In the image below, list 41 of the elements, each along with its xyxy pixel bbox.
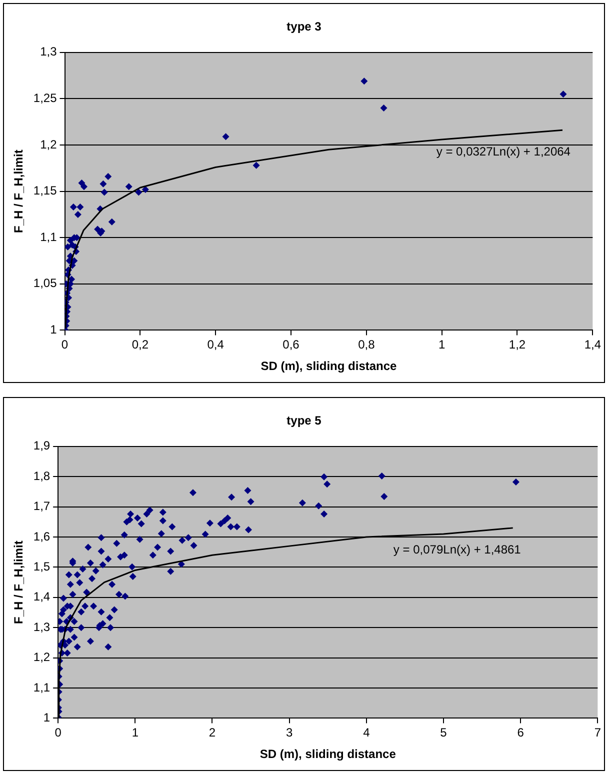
y-tick-label: 1,1 <box>40 230 58 244</box>
x-tick-label: 0,8 <box>358 338 376 352</box>
x-tick-label: 4 <box>363 726 370 740</box>
x-tick-label: 0,6 <box>282 338 300 352</box>
y-axis-title: F_H / F_H,limit <box>12 150 26 233</box>
chart-title: type 5 <box>286 414 322 428</box>
y-axis-title: F_H / F_H,limit <box>12 540 26 624</box>
x-tick-label: 7 <box>594 726 602 740</box>
y-tick-label: 1,6 <box>33 529 50 544</box>
x-axis-title: SD (m), sliding distance <box>260 747 396 762</box>
y-tick-label: 1,4 <box>33 590 50 604</box>
x-axis-title: SD (m), sliding distance <box>260 359 398 374</box>
x-tick-label: 0,2 <box>132 338 149 352</box>
y-tick-label: 1 <box>43 710 50 725</box>
y-tick-label: 1,25 <box>33 91 58 106</box>
y-tick-label: 1 <box>50 322 58 337</box>
y-tick-label: 1,9 <box>33 438 50 453</box>
annotation: y = 0,0327Ln(x) + 1,2064 <box>436 144 571 158</box>
x-tick-label: 1 <box>132 726 139 740</box>
chart-title: type 3 <box>286 20 322 34</box>
x-tick-label: 1,2 <box>508 338 526 352</box>
x-tick-label: 1 <box>438 338 446 352</box>
x-tick-label: 2 <box>208 726 216 740</box>
y-tick-label: 1,3 <box>40 44 58 59</box>
x-tick-label: 3 <box>286 726 293 740</box>
x-tick-label: 0 <box>54 726 62 740</box>
y-tick-label: 1,7 <box>33 499 50 514</box>
x-tick-label: 0,4 <box>207 338 224 352</box>
y-tick-label: 1,5 <box>33 560 50 574</box>
y-tick-label: 1,05 <box>33 276 58 290</box>
y-tick-label: 1,2 <box>33 650 50 664</box>
y-tick-label: 1,8 <box>33 468 50 483</box>
annotation: y = 0,079Ln(x) + 1,4861 <box>393 542 522 556</box>
x-tick-label: 6 <box>517 726 524 740</box>
y-tick-label: 1,15 <box>33 184 58 198</box>
y-tick-label: 1,2 <box>40 137 58 152</box>
x-tick-label: 1,4 <box>584 338 602 352</box>
y-tick-label: 1,1 <box>33 680 50 694</box>
y-tick-label: 1,3 <box>33 620 50 634</box>
x-tick-label: 5 <box>440 726 448 740</box>
x-tick-label: 0 <box>61 338 68 352</box>
